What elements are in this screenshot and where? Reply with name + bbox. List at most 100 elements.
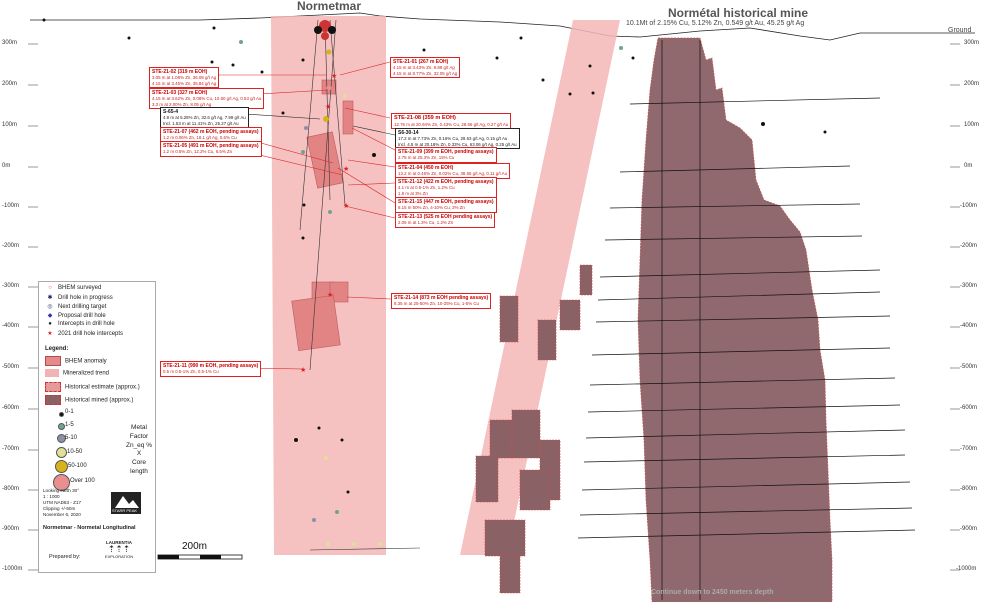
metal-factor-dot-50-100 [55,460,68,473]
svg-text:★: ★ [327,291,333,299]
metal-factor-label: 1-5 [65,422,74,428]
depth-label: -400m [960,323,978,329]
legend-area-row: Historical mined (approx.) [45,395,133,405]
info-line: November 6, 2020 [43,511,81,517]
legend-symbol-label: BHEM surveyed [58,285,102,291]
callout-title: STE-21-07 (462 m EOH, pending assays) [163,129,259,135]
svg-text:★: ★ [325,103,331,111]
svg-text:★: ★ [331,72,337,80]
callout-ste-21-13: STE-21-13 (525 m EOH pending assays) 2.0… [395,212,496,228]
depth-label: -700m [960,446,978,452]
map-info: Looking earth 30° 1 : 1000 UTM NAD83 - Z… [43,488,81,518]
callout-line: 2.05 m at 1.3% Cu, 1.2% Zn [398,220,454,226]
callout-line: 0.5 m 0.5-1% Zn, 0.5-1% Cu [163,369,219,375]
tree-icons: ⇡⇡⇡ [107,544,131,554]
depth-label: -100m [960,203,978,209]
title-normetmar: Normetmar [297,0,362,13]
callout-title: STE-21-05 (491 m EOH, pending assays) [163,143,259,149]
legend-footer-title: Normetmar - Normetal Longitudinal [43,525,136,531]
proposal-hole-icon: ◆ [47,313,53,319]
legend-area-row: Historical estimate (approx.) [45,382,140,392]
mine-resource-summary: 10.1Mt of 2.15% Cu, 5.12% Zn, 0.549 g/t … [626,20,805,27]
intercept-points [42,18,827,546]
legend-area-row: Mineralized trend [45,369,109,377]
callout-ste-21-03: STE-21-03 (327 m EOH) 4.15 m at 3.62% Zn… [149,88,265,110]
depth-label: 300m [2,40,18,46]
metal-factor-dot-10-50 [56,447,67,458]
drill-in-progress-icon: ✱ [47,295,53,301]
historical-estimate-swatch [45,382,61,392]
depth-label: -1000m [956,566,977,572]
bhem-anomalies [291,79,354,352]
callout-title: STE-21-03 (327 m EOH) [152,90,208,96]
callout-line: Incl. 4.5 m at 20.18% Zn, 0.33% Cu, 63.0… [398,141,517,147]
historical-mined-swatch [45,395,61,405]
metal-factor-dot-0-1 [59,412,64,417]
legend-area-label: Historical mined (approx.) [65,397,134,404]
callout-line: 4.15 m at 3.43% Zn, 9.88 g/t Ag [393,65,455,71]
callout-line: Incl. 1.53 m at 11.41% Zn, 25.27 g/t Au [163,120,239,126]
bhem-anomaly-swatch [45,356,61,366]
callout-title: STE-21-04 (450 m EOH) [398,165,454,171]
depth-label: -500m [2,364,20,370]
metal-factor-dot-over-100 [53,474,70,491]
callout-title: STE-21-13 (525 m EOH pending assays) [398,214,493,220]
legend-area-label: BHEM anomaly [65,358,107,365]
depth-ticks [28,43,960,571]
depth-label: -800m [960,486,978,492]
callout-line: 1.2 m 0.06% Zn, 18.1 g/t Ag, 0.6% Cu [163,135,237,141]
callout-line: 4.9 m at 5.28% Zn, 32.6 g/t Ag, 7.99 g/t… [163,115,246,121]
mine-levels [577,40,916,600]
legend-area-row: BHEM anomaly [45,356,107,366]
legend-symbol-row: ✱ Drill hole in progress [45,294,113,301]
callout-ste-21-08: STE-21-08 (359 m EOH) 12.76 m at 20.94% … [391,113,512,130]
exploration-wordmark: EXPLORATION [104,554,134,559]
callout-line: 4.15 m at 3.45% Zn, 35.84 g/t Ag [152,80,217,86]
depth-label: -600m [2,405,20,411]
callout-title: STE-21-14 (873 m EOH pending assays) [394,295,489,301]
historical-mined-area [637,37,833,602]
legend-panel: ○ BHEM surveyed ✱ Drill hole in progress ◎… [38,281,156,573]
depth-label: 300m [964,40,980,46]
depth-label: -200m [960,243,978,249]
legend-symbol-label: Drill hole in progress [58,295,113,301]
callout-line: 1.8 m at 3% Zn [398,190,428,196]
drill-hole-cluster [314,20,336,40]
depth-label: -400m [2,323,20,329]
metal-factor-label: 0-1 [65,409,74,415]
callout-line: 17.2 m at 7.73% Zn, 0.16% Cu, 29.53 g/t … [398,136,508,142]
mountain-icon [115,496,139,508]
depth-label: -300m [2,283,20,289]
callout-ste-21-14: STE-21-14 (873 m EOH pending assays) 8.3… [391,293,492,309]
bhem-surveyed-icon: ○ [48,285,52,291]
metal-factor-label: 5-10 [65,435,78,441]
prepared-by-label: Prepared by: [49,554,81,560]
callout-title: STE-21-11 (990 m EOH, pending assays) [163,363,259,369]
depth-continuation-note: Continue down to 2450 meters depth [651,589,774,596]
depth-label: 0m [2,163,11,169]
metal-factor-dot-1-5 [58,423,65,430]
depth-label: -600m [960,405,978,411]
info-line: Clipping +/-50m [43,505,76,511]
legend-symbol-row: ○ BHEM surveyed [45,285,101,291]
metal-factor-dot-5-10 [57,434,66,443]
metal-factor-label: 10-50 [67,449,83,455]
legend-symbol-label: Intercepts in drill hole [58,321,115,327]
metal-factor-caption: Metal Factor Zn_eq % X Core length [123,424,155,477]
ground-surface-line [30,12,975,41]
legend-symbol-row: ★ 2021 drill hole intercepts [45,330,123,337]
callout-line: 3.05 m at 1.08% Zn, 36.08 g/t Ag [152,75,217,81]
depth-label: 100m [2,122,18,128]
callout-line: 13.2 m at 0.46% Zn, 0.02% Cu, 38.55 g/t … [398,171,508,177]
callout-line: 12.76 m at 20.94% Zn, 0.43% Cu, 28.56 g/… [394,121,509,127]
callout-title: STE-21-08 (359 m EOH) [394,115,456,121]
info-line: Looking earth 30° [43,488,80,493]
historical-estimate-blocks [475,264,593,594]
legend-area-label: Mineralized trend [63,370,110,377]
callout-line: 1.2 m 0.5% Zn, 12.2% Cu, 6.5% Zn [163,149,233,155]
title-normetal-mine: Normétal historical mine [668,6,809,20]
legend-symbol-label: Next drilling target [58,304,107,310]
depth-label: -800m [2,486,20,492]
star-icon: ★ [47,331,53,337]
